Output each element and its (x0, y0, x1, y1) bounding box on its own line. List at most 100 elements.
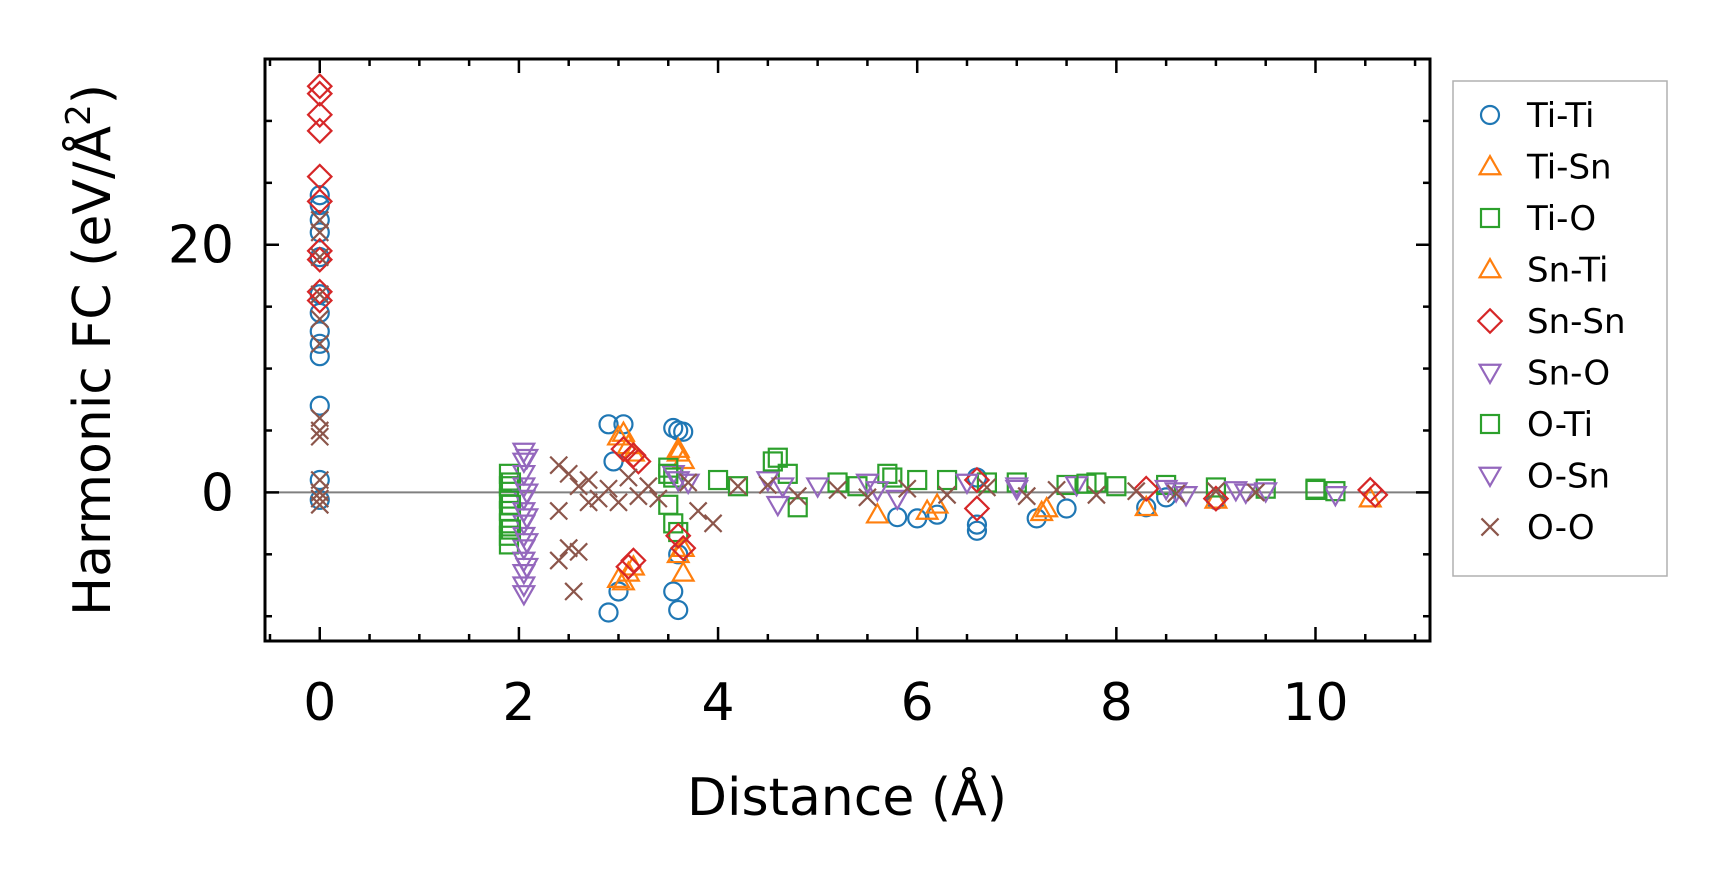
x-tick-label: 6 (901, 673, 934, 733)
series-ti-sn (606, 424, 1383, 588)
legend-label: O-O (1527, 508, 1595, 548)
data-point (615, 553, 642, 580)
data-point (885, 489, 910, 512)
data-point (688, 501, 708, 521)
data-point (805, 477, 830, 499)
data-point (625, 448, 652, 475)
data-point (306, 72, 334, 100)
legend-marker (1479, 207, 1501, 229)
data-point (564, 582, 584, 601)
data-point (665, 471, 691, 493)
data-point (897, 479, 917, 499)
data-point (727, 476, 749, 497)
legend-label: Sn-Sn (1527, 302, 1626, 342)
legend-label: O-Sn (1527, 457, 1610, 497)
data-point (606, 566, 631, 588)
data-point (765, 495, 791, 518)
data-point (639, 476, 658, 496)
x-tick-label: 0 (303, 673, 336, 733)
data-point (865, 502, 890, 524)
data-point (758, 475, 778, 495)
data-point (1246, 483, 1266, 502)
data-point (498, 534, 520, 555)
data-point (1305, 478, 1326, 499)
data-point (914, 498, 940, 520)
data-point (559, 538, 579, 558)
data-point (1173, 486, 1199, 508)
data-point (963, 466, 991, 494)
x-axis-label: Distance (Å) (687, 766, 1007, 828)
data-point (1047, 480, 1066, 500)
x-tick-label: 10 (1282, 673, 1348, 733)
data-point (966, 520, 988, 541)
data-point (549, 501, 569, 521)
data-point (954, 473, 980, 496)
data-point (1029, 499, 1054, 522)
legend-marker (1480, 517, 1500, 537)
plot-frame (263, 57, 1432, 643)
y-axis-label-close: ) (63, 84, 123, 104)
y-tick-labels: 0 20 (168, 216, 234, 524)
data-point (1106, 476, 1127, 497)
data-point (310, 421, 330, 440)
data-point (966, 514, 988, 535)
data-point (310, 427, 330, 447)
data-point (669, 534, 697, 562)
data-point (1163, 482, 1189, 504)
data-point (664, 522, 692, 550)
axis-ticks (265, 57, 1430, 641)
legend-marker (1477, 256, 1503, 279)
data-point (306, 237, 334, 265)
data-point (310, 284, 330, 304)
data-point (1004, 477, 1030, 499)
legend-label: Sn-Ti (1527, 251, 1608, 291)
data-point (976, 472, 998, 493)
legend-entry: Ti-Sn (1477, 148, 1612, 188)
data-point (569, 542, 588, 562)
data-point (310, 489, 330, 508)
data-point (658, 463, 679, 484)
data-point (787, 497, 808, 518)
legend-marker (1477, 466, 1503, 489)
series-ti-ti (309, 185, 1227, 623)
data-point (1156, 487, 1177, 508)
data-point (1056, 498, 1077, 519)
data-point (310, 223, 330, 242)
data-point (1223, 481, 1249, 503)
data-point (514, 533, 540, 555)
data-point (511, 585, 537, 607)
legend-label: Ti-Ti (1526, 96, 1595, 136)
data-point (927, 504, 948, 525)
series-ti-o (498, 447, 1346, 555)
data-point (559, 464, 579, 484)
data-point (306, 163, 334, 190)
data-point (963, 495, 991, 522)
data-point (606, 424, 631, 446)
data-point (728, 476, 748, 496)
legend-entry: Ti-O (1479, 199, 1596, 239)
data-point (865, 481, 890, 503)
data-point (663, 581, 684, 602)
data-point (598, 602, 619, 623)
data-point (1253, 482, 1278, 504)
y-axis-label-main: Harmonic FC (eV/Å (61, 125, 123, 616)
data-point (1305, 479, 1326, 501)
data-point (620, 547, 647, 574)
data-point (1325, 481, 1346, 502)
data-point (882, 467, 903, 488)
data-point (828, 480, 847, 500)
data-point (658, 494, 679, 515)
data-point (1323, 486, 1348, 508)
data-point (619, 468, 638, 487)
data-point (309, 395, 330, 416)
x-tick-label: 8 (1100, 673, 1133, 733)
legend-marker (1476, 307, 1504, 335)
data-point (511, 464, 537, 487)
data-point (514, 508, 540, 530)
legend-entry: Sn-O (1477, 354, 1610, 394)
data-point (310, 309, 330, 329)
data-point (1203, 487, 1229, 509)
data-point (608, 581, 629, 602)
data-point (549, 551, 569, 570)
